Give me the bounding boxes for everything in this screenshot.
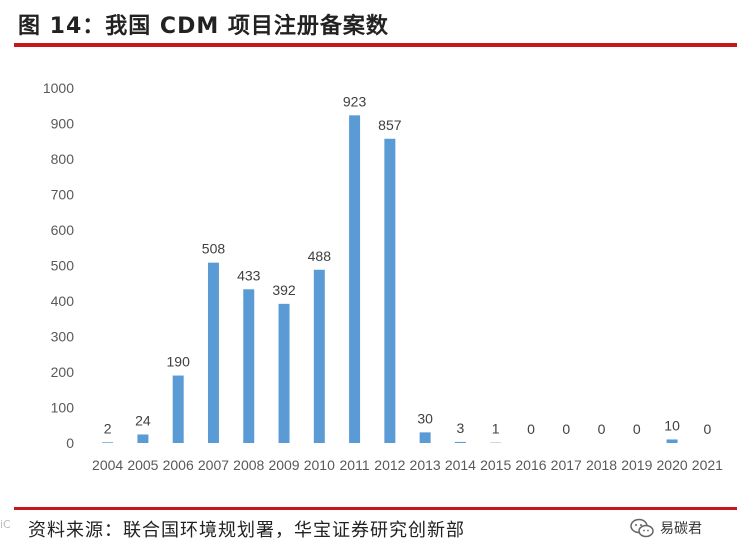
bar: [666, 439, 678, 443]
data-label: 0: [598, 421, 606, 437]
watermark-text: 易碳君: [660, 521, 702, 537]
x-tick-label: 2012: [374, 457, 405, 473]
bar: [278, 303, 290, 443]
bar: [313, 269, 325, 443]
data-label: 0: [527, 421, 535, 437]
x-tick-label: 2020: [657, 457, 688, 473]
data-label: 433: [237, 267, 261, 283]
data-label: 857: [378, 117, 402, 133]
y-tick-label: 100: [51, 400, 75, 416]
x-tick-label: 2021: [692, 457, 723, 473]
x-tick-label: 2006: [163, 457, 194, 473]
x-tick-label: 2007: [198, 457, 229, 473]
bar: [207, 262, 219, 443]
x-tick-label: 2014: [445, 457, 476, 473]
x-tick-label: 2011: [340, 457, 370, 473]
data-label: 24: [135, 412, 151, 428]
data-label: 392: [272, 282, 296, 298]
x-tick-label: 2013: [410, 457, 441, 473]
data-label: 3: [457, 420, 465, 436]
title-divider: [14, 43, 737, 47]
footer-divider: [14, 507, 737, 510]
watermark: 易碳君: [630, 514, 702, 542]
y-tick-label: 200: [51, 364, 75, 380]
x-tick-label: 2016: [515, 457, 546, 473]
x-tick-label: 2010: [304, 457, 335, 473]
bar: [172, 375, 184, 443]
watermark-left: iC: [0, 518, 11, 531]
chart-title: 图 14：我国 CDM 项目注册备案数: [18, 14, 389, 39]
bar: [349, 115, 361, 444]
bar: [102, 442, 114, 443]
y-tick-label: 400: [51, 293, 75, 309]
data-label: 0: [633, 421, 641, 437]
x-tick-label: 2017: [551, 457, 582, 473]
y-tick-label: 500: [51, 258, 75, 274]
data-label: 10: [664, 417, 680, 433]
y-tick-label: 900: [51, 116, 75, 132]
data-label: 0: [703, 421, 711, 437]
y-tick-label: 300: [51, 329, 75, 345]
source-note: 资料来源：联合国环境规划署，华宝证券研究创新部: [28, 520, 465, 541]
data-label: 190: [167, 354, 191, 370]
y-tick-label: 600: [51, 222, 75, 238]
bars: [102, 115, 678, 444]
data-label: 30: [417, 410, 433, 426]
x-tick-label: 2019: [621, 457, 652, 473]
y-tick-label: 1000: [43, 80, 74, 96]
data-label: 488: [308, 248, 332, 264]
data-label: 2: [104, 420, 112, 436]
wechat-icon: [630, 518, 654, 538]
bar: [243, 289, 255, 443]
y-tick-label: 800: [51, 151, 75, 167]
data-label: 0: [562, 421, 570, 437]
x-axis: 2004 2005 2006 2007 2008 2009 2010 2011 2012 2013…: [92, 457, 723, 473]
x-tick-label: 2004: [92, 457, 123, 473]
x-tick-label: 2015: [480, 457, 511, 473]
data-label: 1: [492, 421, 500, 437]
bar: [137, 434, 149, 443]
bar: [384, 138, 396, 443]
y-tick-label: 0: [66, 435, 74, 451]
x-tick-label: 2005: [127, 457, 158, 473]
bar: [419, 432, 431, 443]
y-axis: 0 100 200 300 400 500 600 700 800 900 1000: [43, 80, 74, 451]
x-tick-label: 2009: [268, 457, 299, 473]
data-label: 923: [343, 93, 367, 109]
y-tick-label: 700: [51, 187, 75, 203]
bar: [454, 441, 466, 443]
data-label: 508: [202, 241, 226, 257]
x-tick-label: 2018: [586, 457, 617, 473]
x-tick-label: 2008: [233, 457, 264, 473]
